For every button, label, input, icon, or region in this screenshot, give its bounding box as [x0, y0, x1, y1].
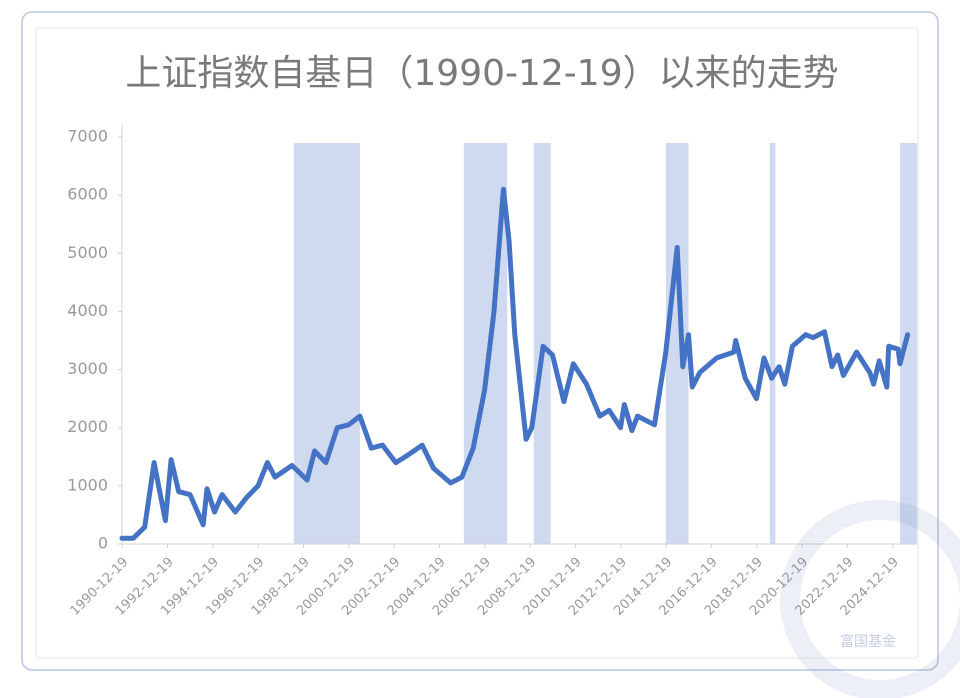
shaded-band: [293, 143, 360, 544]
shaded-band: [769, 143, 776, 544]
y-tick-label: 6000: [67, 185, 108, 204]
shaded-band: [900, 143, 917, 544]
watermark: 富国基金: [840, 633, 896, 650]
chart-title: 上证指数自基日（1990-12-19）以来的走势: [125, 53, 838, 94]
shaded-band: [533, 143, 551, 544]
shaded-band: [665, 143, 689, 544]
watermark-logo: [780, 500, 960, 698]
y-tick-label: 4000: [67, 301, 108, 320]
y-tick-label: 7000: [67, 127, 108, 146]
line-series: [119, 186, 911, 541]
y-tick-label: 3000: [67, 359, 108, 378]
y-tick-label: 0: [98, 534, 108, 553]
y-tick-label: 1000: [67, 475, 108, 494]
y-tick-label: 5000: [67, 243, 108, 262]
y-tick-label: 2000: [67, 417, 108, 436]
